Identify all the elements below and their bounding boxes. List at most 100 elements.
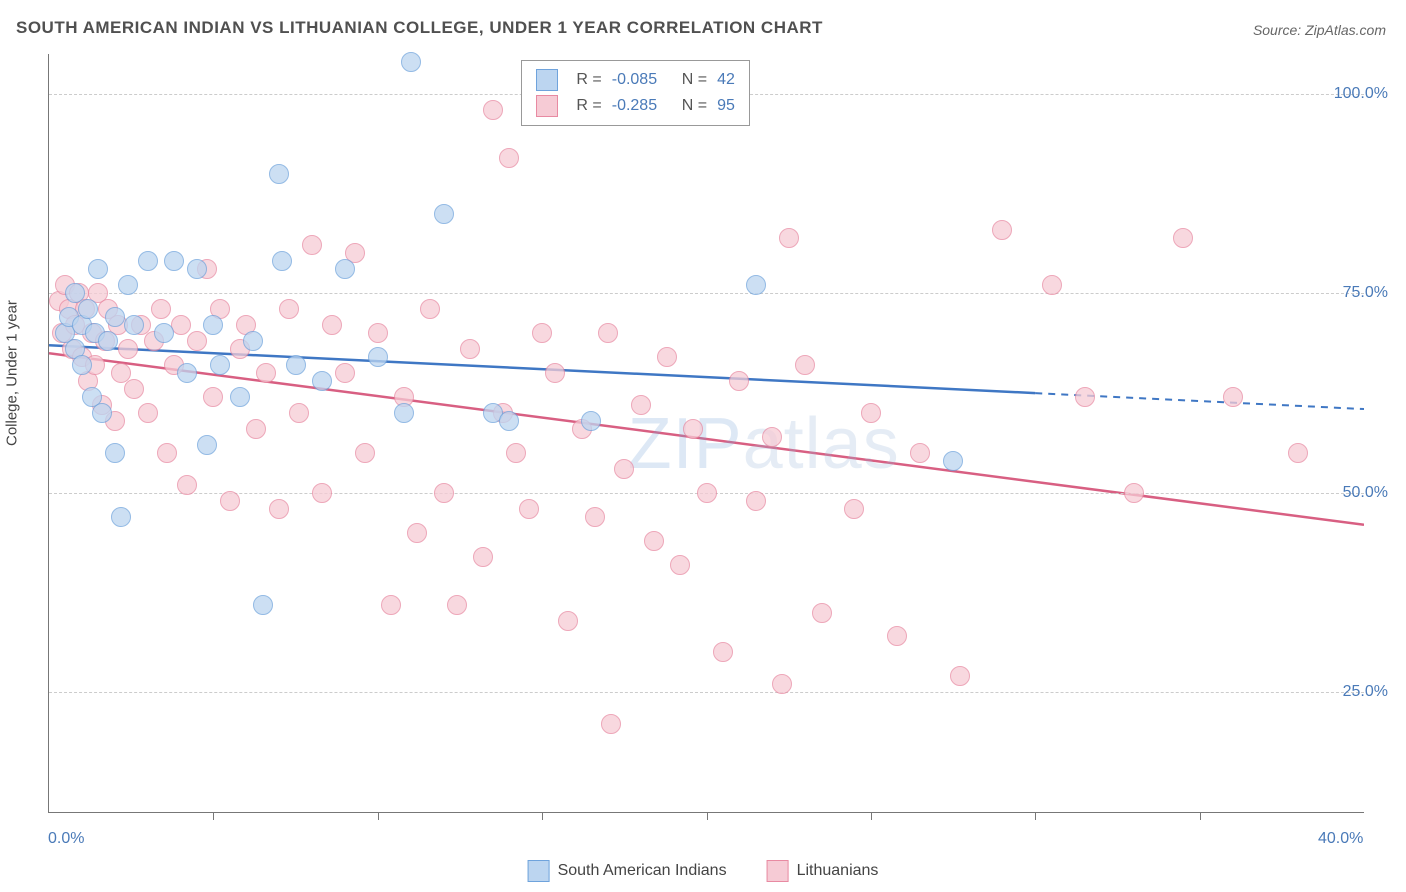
n-value: 95 <box>717 97 735 115</box>
scatter-point <box>434 204 454 224</box>
scatter-point <box>598 323 618 343</box>
scatter-point <box>795 355 815 375</box>
scatter-point <box>614 459 634 479</box>
scatter-point <box>473 547 493 567</box>
scatter-point <box>312 483 332 503</box>
x-tick <box>707 812 708 820</box>
scatter-point <box>88 259 108 279</box>
scatter-point <box>657 347 677 367</box>
scatter-point <box>729 371 749 391</box>
scatter-point <box>434 483 454 503</box>
scatter-point <box>157 443 177 463</box>
y-axis-label: College, Under 1 year <box>4 300 21 446</box>
scatter-point <box>581 411 601 431</box>
scatter-point <box>164 251 184 271</box>
stats-legend-row: R = -0.285 N = 95 <box>536 93 734 119</box>
r-value: -0.085 <box>612 71 672 89</box>
scatter-point <box>483 100 503 120</box>
scatter-point <box>420 299 440 319</box>
n-label: N = <box>682 71 707 89</box>
gridline-h <box>49 293 1364 294</box>
scatter-point <box>246 419 266 439</box>
r-label: R = <box>576 97 601 115</box>
scatter-point <box>124 379 144 399</box>
scatter-point <box>111 507 131 527</box>
chart-title: SOUTH AMERICAN INDIAN VS LITHUANIAN COLL… <box>16 18 823 38</box>
scatter-point <box>187 331 207 351</box>
scatter-point <box>138 251 158 271</box>
scatter-point <box>105 307 125 327</box>
scatter-point <box>1173 228 1193 248</box>
scatter-point <box>98 331 118 351</box>
scatter-point <box>670 555 690 575</box>
scatter-point <box>992 220 1012 240</box>
scatter-point <box>683 419 703 439</box>
scatter-point <box>601 714 621 734</box>
scatter-point <box>124 315 144 335</box>
scatter-point <box>203 387 223 407</box>
r-label: R = <box>576 71 601 89</box>
scatter-point <box>1288 443 1308 463</box>
scatter-point <box>499 148 519 168</box>
scatter-point <box>460 339 480 359</box>
scatter-point <box>447 595 467 615</box>
legend-swatch <box>536 95 558 117</box>
scatter-point <box>545 363 565 383</box>
scatter-point <box>644 531 664 551</box>
gridline-h <box>49 692 1364 693</box>
scatter-point <box>1124 483 1144 503</box>
r-value: -0.285 <box>612 97 672 115</box>
scatter-point <box>861 403 881 423</box>
scatter-point <box>72 355 92 375</box>
legend-label: Lithuanians <box>797 862 879 879</box>
scatter-point <box>585 507 605 527</box>
scatter-point <box>187 259 207 279</box>
scatter-point <box>203 315 223 335</box>
scatter-point <box>230 387 250 407</box>
x-tick <box>871 812 872 820</box>
scatter-point <box>631 395 651 415</box>
legend-item: Lithuanians <box>767 860 879 882</box>
scatter-point <box>407 523 427 543</box>
legend-item: South American Indians <box>528 860 727 882</box>
stats-legend: R =-0.085N =42R =-0.285N =95 <box>521 60 749 126</box>
stats-legend-row: R =-0.085N =42 <box>536 67 734 93</box>
x-tick <box>542 812 543 820</box>
scatter-point <box>812 603 832 623</box>
y-tick-label: 25.0% <box>1343 683 1388 701</box>
watermark-bold: ZIP <box>628 404 743 484</box>
scatter-point <box>105 443 125 463</box>
scatter-point <box>746 275 766 295</box>
y-tick-label: 50.0% <box>1343 484 1388 502</box>
scatter-point <box>762 427 782 447</box>
chart-container: SOUTH AMERICAN INDIAN VS LITHUANIAN COLL… <box>0 0 1406 892</box>
scatter-point <box>269 499 289 519</box>
scatter-point <box>519 499 539 519</box>
scatter-point <box>697 483 717 503</box>
y-tick-label: 100.0% <box>1334 85 1388 103</box>
scatter-point <box>118 275 138 295</box>
scatter-point <box>506 443 526 463</box>
x-tick <box>378 812 379 820</box>
x-tick <box>1035 812 1036 820</box>
x-tick-label: 40.0% <box>1318 830 1363 848</box>
scatter-point <box>272 251 292 271</box>
n-label: N = <box>682 97 707 115</box>
scatter-point <box>302 235 322 255</box>
scatter-point <box>499 411 519 431</box>
bottom-legend: South American Indians Lithuanians <box>528 860 879 882</box>
legend-swatch <box>528 860 550 882</box>
scatter-point <box>558 611 578 631</box>
scatter-point <box>256 363 276 383</box>
scatter-point <box>1075 387 1095 407</box>
scatter-point <box>177 475 197 495</box>
legend-label: South American Indians <box>558 862 727 879</box>
scatter-point <box>910 443 930 463</box>
scatter-point <box>312 371 332 391</box>
scatter-point <box>92 403 112 423</box>
scatter-point <box>269 164 289 184</box>
scatter-point <box>772 674 792 694</box>
legend-swatch <box>536 69 558 91</box>
scatter-point <box>394 403 414 423</box>
scatter-point <box>279 299 299 319</box>
